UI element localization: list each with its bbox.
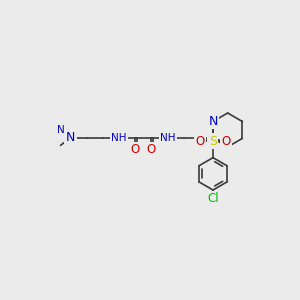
Text: NH: NH [160, 133, 176, 142]
Text: N: N [66, 131, 75, 144]
Text: N: N [56, 123, 65, 136]
Text: S: S [209, 135, 217, 148]
Text: O: O [195, 135, 205, 148]
Text: Cl: Cl [207, 192, 219, 205]
Text: O: O [147, 143, 156, 157]
Text: N: N [66, 131, 75, 144]
Text: O: O [130, 143, 140, 157]
Text: NH: NH [111, 133, 127, 142]
Text: N: N [57, 125, 64, 135]
Text: O: O [221, 135, 231, 148]
Text: N: N [208, 115, 218, 128]
